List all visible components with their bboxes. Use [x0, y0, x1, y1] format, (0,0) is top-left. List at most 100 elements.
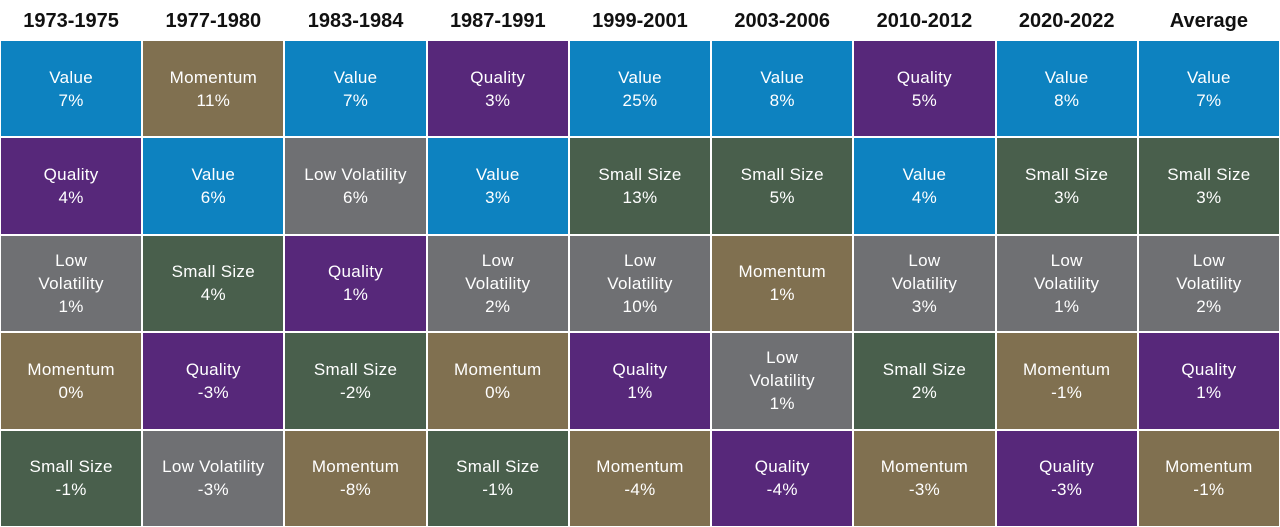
factor-value: 1%: [58, 296, 84, 316]
factor-value: 13%: [622, 188, 658, 208]
factor-value: 1%: [627, 382, 653, 402]
factor-cell: Value 7%: [0, 40, 143, 138]
factor-value: 1%: [342, 285, 369, 305]
factor-cell: Quality 1%: [1137, 332, 1280, 430]
factor-value: 2%: [485, 296, 511, 316]
factor-cell: Momentum 11%: [142, 40, 285, 138]
factor-label: Low Volatility: [607, 250, 673, 293]
column-header: 2003-2006: [734, 10, 831, 32]
factor-label: Quality: [185, 359, 241, 379]
factor-value: 3%: [911, 296, 938, 316]
factor-label: Momentum: [880, 457, 969, 477]
factor-value: 5%: [911, 90, 938, 110]
factor-value: -2%: [339, 382, 372, 402]
factor-label: Value: [902, 165, 947, 185]
factor-cell: Small Size -1%: [426, 429, 569, 527]
factor-label: Value: [49, 67, 93, 87]
factor-cell: Low Volatility -3%: [142, 429, 285, 527]
factor-value: 1%: [769, 285, 795, 305]
factor-label: Quality: [470, 67, 526, 87]
factor-value: 25%: [622, 90, 658, 110]
factor-value: 1%: [1054, 296, 1080, 316]
factor-cell: Low Volatility 1%: [711, 332, 854, 430]
factor-label: Low Volatility: [162, 457, 265, 477]
factor-cell: Value 6%: [142, 137, 285, 235]
factor-label: Quality: [43, 165, 99, 185]
factor-label: Low Volatility: [38, 250, 104, 293]
factor-label: Quality: [1039, 457, 1095, 477]
factor-cell: Small Size 3%: [1137, 137, 1280, 235]
factor-cell: Quality -3%: [142, 332, 285, 430]
factor-cell: Quality 1%: [568, 332, 712, 430]
factor-label: Momentum: [1165, 457, 1253, 477]
factor-value: 3%: [485, 188, 511, 208]
factor-value: 6%: [200, 188, 226, 208]
factor-cell: Momentum -1%: [995, 332, 1138, 430]
column-header: 2020-2022: [1018, 10, 1115, 32]
column-header: 1973-1975: [23, 10, 119, 32]
factor-label: Quality: [754, 457, 810, 477]
factor-value: -3%: [197, 480, 229, 500]
factor-cell: Low Volatility 6%: [284, 137, 427, 235]
factor-cell: Value 8%: [995, 40, 1138, 138]
factor-value: 7%: [58, 90, 84, 110]
factor-value: 2%: [911, 382, 938, 402]
factor-value: 1%: [769, 394, 795, 414]
factor-label: Small Size: [456, 457, 540, 477]
factor-label: Small Size: [598, 165, 682, 185]
factor-label: Small Size: [29, 457, 113, 477]
factor-value: -1%: [1193, 480, 1225, 500]
factor-label: Momentum: [454, 359, 542, 379]
factor-value: 1%: [1196, 382, 1222, 402]
column-header: Average: [1169, 10, 1248, 32]
factor-label: Momentum: [738, 262, 826, 282]
factor-cell: Quality 5%: [853, 40, 996, 138]
factor-label: Momentum: [311, 457, 400, 477]
factor-cell: Value 7%: [1137, 40, 1280, 138]
factor-cell: Low Volatility 2%: [426, 234, 569, 333]
factor-label: Quality: [612, 359, 668, 379]
factor-value: 11%: [196, 90, 231, 110]
factor-label: Small Size: [740, 165, 824, 185]
column-header: 1999-2001: [592, 10, 688, 32]
factor-label: Small Size: [171, 262, 255, 282]
factor-value: -3%: [1051, 480, 1083, 500]
factor-cell: Low Volatility 2%: [1137, 234, 1280, 333]
factor-cell: Small Size 2%: [853, 332, 996, 430]
column-header: 1983-1984: [307, 10, 404, 32]
factor-cell: Small Size 3%: [995, 137, 1138, 235]
factor-value: -1%: [482, 480, 514, 500]
factor-value: 2%: [1196, 296, 1222, 316]
factor-cell: Small Size 4%: [142, 234, 285, 333]
factor-cell: Small Size -1%: [0, 429, 143, 527]
factor-label: Small Size: [1167, 165, 1251, 185]
factor-cell: Momentum -3%: [853, 429, 996, 527]
column-header: 1987-1991: [449, 10, 546, 32]
factor-cell: Value 8%: [711, 40, 854, 138]
factor-value: -4%: [624, 480, 656, 500]
factor-cell: Low Volatility 3%: [853, 234, 996, 333]
factor-label: Value: [475, 165, 520, 185]
factor-value: 7%: [1196, 90, 1222, 110]
factor-label: Quality: [328, 262, 384, 282]
factor-label: Value: [1187, 67, 1231, 87]
factor-cell: Momentum -4%: [568, 429, 712, 527]
factor-label: Low Volatility: [1033, 250, 1100, 293]
factor-cell: Quality -4%: [711, 429, 854, 527]
factor-cell: Momentum 1%: [711, 234, 854, 333]
factor-value: 8%: [1054, 90, 1080, 110]
factor-value: 8%: [769, 90, 795, 110]
factor-cell: Small Size 13%: [568, 137, 712, 235]
factor-label: Low Volatility: [749, 348, 815, 391]
factor-label: Low Volatility: [1176, 250, 1242, 293]
factor-value: 4%: [911, 188, 938, 208]
factor-value: 3%: [1054, 188, 1080, 208]
factor-label: Low Volatility: [304, 165, 407, 185]
factor-cell: Momentum -8%: [284, 429, 427, 527]
factor-cell: Value 3%: [426, 137, 569, 235]
factor-value: 3%: [485, 90, 511, 110]
factor-cell: Momentum 0%: [426, 332, 569, 430]
factor-label: Value: [191, 165, 236, 185]
factor-value: 3%: [1196, 188, 1222, 208]
